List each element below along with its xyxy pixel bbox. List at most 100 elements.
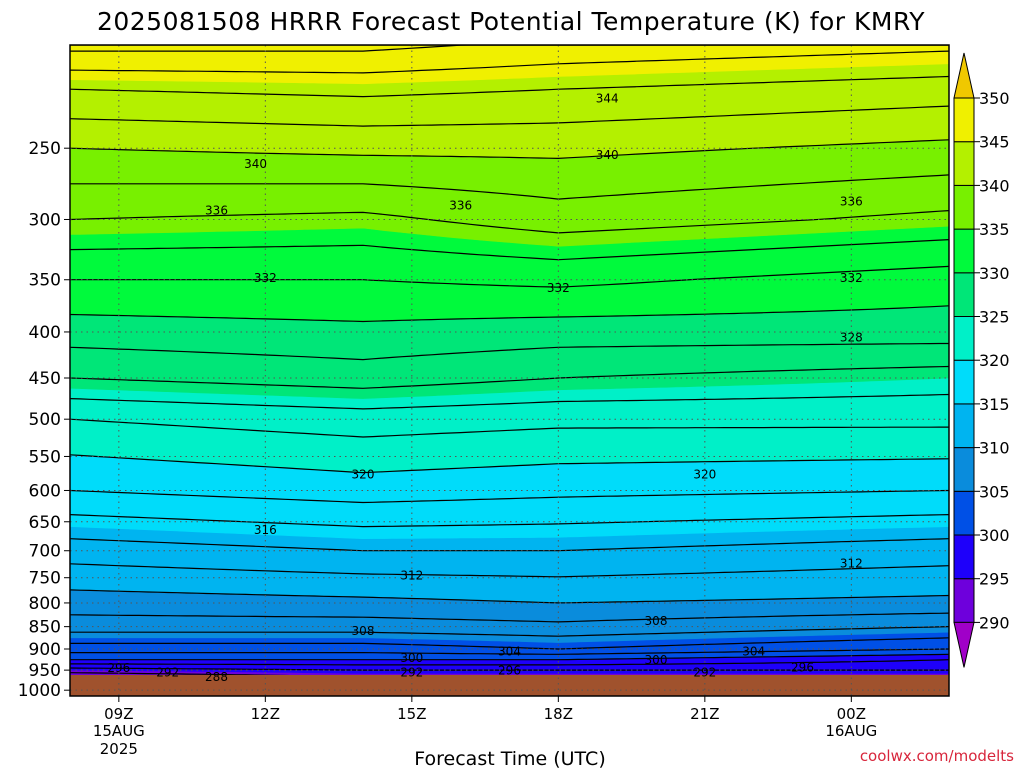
colorbar-label: 335 (979, 220, 1010, 239)
contour-line (70, 45, 949, 52)
y-axis: 2503003504004505005506006507007508008509… (18, 139, 70, 701)
colorbar-label: 325 (979, 308, 1010, 327)
contour-label-text: 296 (791, 660, 814, 674)
surface-ground (70, 675, 949, 696)
contour-label-text: 328 (840, 330, 863, 344)
colorbar-box (953, 141, 975, 186)
contour-label: 328 (840, 330, 863, 344)
contour-label-text: 312 (840, 556, 863, 570)
y-tick-label: 450 (29, 369, 61, 389)
contour-line (70, 538, 949, 552)
y-tick-label: 1000 (18, 681, 61, 701)
colorbar-top-triangle (953, 52, 975, 99)
x-tick-label: 15Z (397, 705, 426, 723)
contour-label-text: 296 (498, 664, 521, 678)
x-tick-label: 09Z (104, 705, 133, 723)
contour-label-text: 320 (352, 467, 375, 481)
colorbar-label: 300 (979, 526, 1010, 545)
y-tick-label: 400 (29, 323, 61, 343)
y-tick-label: 500 (29, 410, 61, 430)
contour-line (70, 659, 949, 666)
y-tick-label: 850 (29, 618, 61, 638)
colorbar-label: 310 (979, 439, 1010, 458)
colorbar-box (953, 578, 975, 623)
colorbar-box (953, 447, 975, 492)
x-axis-label: Forecast Time (UTC) (414, 748, 605, 768)
contour-line (70, 342, 949, 361)
colorbar-box (953, 316, 975, 361)
contour-line (70, 174, 949, 200)
colorbar-box (953, 403, 975, 449)
x-tick-label: 00Z (837, 705, 866, 723)
contour-line (70, 50, 949, 74)
contour-label: 296 (107, 661, 130, 675)
contour-line (70, 75, 949, 98)
contour-label-text: 292 (693, 666, 716, 680)
contour-band (70, 526, 949, 604)
contour-label-text: 288 (205, 670, 228, 684)
y-tick-label: 600 (29, 481, 61, 501)
contour-label-text: 332 (547, 281, 570, 295)
y-tick-label: 750 (29, 569, 61, 589)
x-tick-label: 21Z (690, 705, 719, 723)
contour-label: 332 (254, 271, 277, 285)
contour-label: 296 (791, 660, 814, 674)
contour-label-text: 336 (205, 204, 228, 218)
x-tick-label: 18Z (544, 705, 573, 723)
colorbar-box (953, 184, 975, 230)
x-tick-sublabel: 16AUG (825, 722, 877, 740)
contour-label: 336 (449, 198, 472, 212)
colorbar-box (953, 97, 975, 143)
x-tick-label: 12Z (251, 705, 280, 723)
contour-line (70, 653, 949, 661)
chart-title: 2025081508 HRRR Forecast Potential Tempe… (97, 7, 925, 36)
contour-label-text: 344 (596, 92, 619, 106)
contour-label: 332 (547, 281, 570, 295)
contour-label-text: 332 (254, 271, 277, 285)
contour-label: 296 (498, 664, 521, 678)
colorbar-box (953, 359, 975, 405)
contour-label: 288 (205, 670, 228, 684)
filled-contours (70, 45, 949, 696)
contour-label-text: 304 (498, 645, 521, 659)
contour-label-text: 332 (840, 271, 863, 285)
contour-label-text: 336 (840, 194, 863, 208)
contour-label: 312 (400, 569, 423, 583)
contour-label-text: 300 (400, 651, 423, 665)
contour-label: 292 (156, 666, 179, 680)
contour-line (70, 454, 949, 474)
contour-label: 308 (352, 624, 375, 638)
contour-line (70, 514, 949, 528)
contour-line (70, 637, 949, 650)
contour-label-text: 320 (693, 467, 716, 481)
contour-line (70, 563, 949, 578)
contour-label: 292 (400, 666, 423, 680)
y-tick-label: 700 (29, 542, 61, 562)
contour-label: 316 (254, 523, 277, 537)
colorbar-label: 345 (979, 133, 1010, 152)
y-tick-label: 550 (29, 447, 61, 467)
contour-line (70, 210, 949, 234)
colorbar: 290 295 300 305 310 315 320 325 330 335 340 345 350 (953, 52, 1010, 668)
contour-line (70, 365, 949, 389)
colorbar-label: 290 (979, 613, 1010, 632)
contour-label-text: 308 (645, 614, 668, 628)
y-tick-label: 250 (29, 139, 61, 159)
contour-label: 300 (400, 651, 423, 665)
contour-label: 312 (840, 556, 863, 570)
contour-line (70, 393, 949, 410)
contour-label: 300 (645, 653, 668, 667)
contour-label: 304 (742, 645, 765, 659)
contour-label: 336 (205, 204, 228, 218)
colorbar-label: 320 (979, 351, 1010, 370)
contour-label: 332 (840, 271, 863, 285)
contour-line (70, 612, 949, 623)
contour-label-text: 340 (596, 148, 619, 162)
colorbar-label: 295 (979, 570, 1010, 589)
contour-line (70, 418, 949, 438)
contour-line (70, 648, 949, 655)
colorbar-label: 305 (979, 482, 1010, 501)
colorbar-label: 315 (979, 395, 1010, 414)
